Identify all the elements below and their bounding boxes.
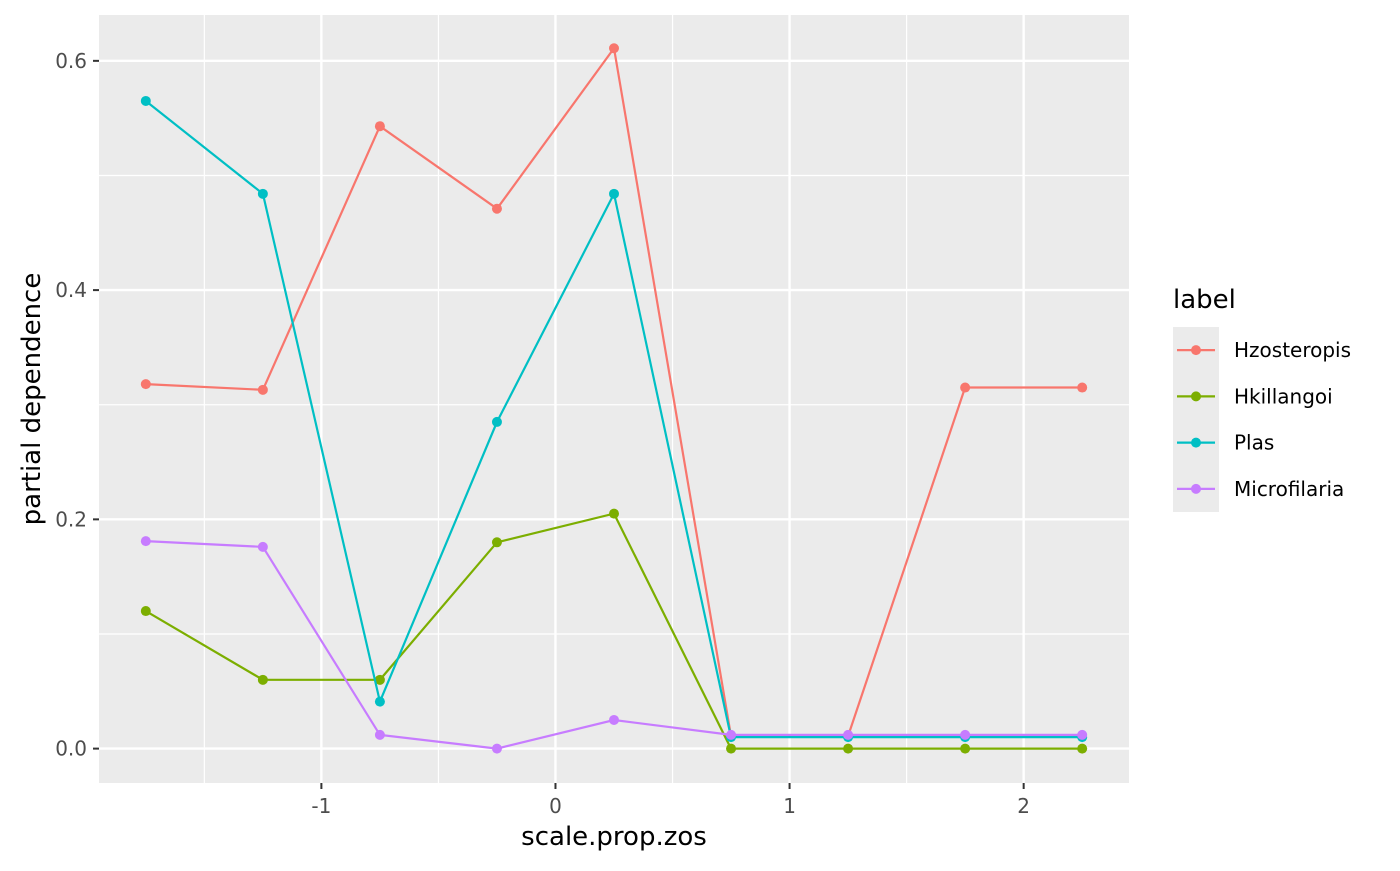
data-point-hzosteropis <box>491 203 502 214</box>
data-point-hkillangoi <box>960 743 971 754</box>
x-tick-label: 0 <box>549 794 562 818</box>
data-point-hkillangoi <box>726 743 737 754</box>
legend-key-point-plas <box>1191 437 1201 448</box>
legend: label Hzosteropis Hkillangoi Plas Microfila… <box>1173 285 1351 512</box>
x-tick-label: 2 <box>1017 794 1030 818</box>
data-point-microfilaria <box>609 714 619 725</box>
data-point-hzosteropis <box>609 43 619 54</box>
x-axis-title: scale.prop.zos <box>521 822 707 852</box>
panel-background <box>99 15 1129 783</box>
y-tick-label: 0.4 <box>55 278 87 302</box>
legend-label-hkillangoi: Hkillangoi <box>1234 384 1333 408</box>
y-axis-title: partial dependence <box>17 273 47 526</box>
data-point-hzosteropis <box>374 121 385 132</box>
data-point-hkillangoi <box>491 537 502 548</box>
y-tick-label: 0.0 <box>55 737 87 761</box>
data-point-microfilaria <box>140 536 151 547</box>
legend-key-background <box>1173 327 1219 512</box>
data-point-hkillangoi <box>1077 743 1088 754</box>
data-point-microfilaria <box>1077 729 1088 740</box>
data-point-hzosteropis <box>960 382 971 393</box>
data-point-hkillangoi <box>843 743 854 754</box>
legend-label-plas: Plas <box>1234 431 1274 455</box>
data-point-hkillangoi <box>140 606 151 617</box>
y-tick-label: 0.6 <box>55 49 87 73</box>
data-point-microfilaria <box>843 729 854 740</box>
data-point-plas <box>374 696 385 707</box>
data-point-microfilaria <box>374 729 385 740</box>
x-tick-label: 1 <box>783 794 796 818</box>
data-point-plas <box>609 188 619 199</box>
data-point-hkillangoi <box>609 508 619 519</box>
data-point-microfilaria <box>726 729 737 740</box>
data-point-microfilaria <box>491 743 502 754</box>
legend-key-point-microfilaria <box>1191 483 1201 494</box>
y-axis: 0.0 0.2 0.4 0.6 <box>55 49 99 761</box>
legend-label-microfilaria: Microfilaria <box>1234 477 1344 501</box>
legend-label-hzosteropis: Hzosteropis <box>1234 338 1351 362</box>
data-point-hkillangoi <box>257 674 268 685</box>
legend-key-point-hkillangoi <box>1191 391 1201 402</box>
data-point-hzosteropis <box>140 379 151 390</box>
grid-minor <box>99 15 1129 783</box>
x-tick-label: -1 <box>311 794 331 818</box>
data-point-plas <box>140 95 151 106</box>
data-point-microfilaria <box>960 729 971 740</box>
x-axis: -1 0 1 2 <box>311 783 1030 818</box>
grid-major <box>99 15 1129 783</box>
series-layer <box>140 43 1088 754</box>
data-point-hkillangoi <box>374 674 385 685</box>
legend-key-point-hzosteropis <box>1191 345 1201 356</box>
legend-title: label <box>1173 285 1236 315</box>
data-point-plas <box>257 188 268 199</box>
y-tick-label: 0.2 <box>55 507 87 531</box>
data-point-microfilaria <box>257 541 268 552</box>
data-point-hzosteropis <box>257 384 268 395</box>
data-point-hzosteropis <box>1077 382 1088 393</box>
data-point-plas <box>491 416 502 427</box>
legend-items: Hzosteropis Hkillangoi Plas Microfilaria <box>1177 338 1351 501</box>
